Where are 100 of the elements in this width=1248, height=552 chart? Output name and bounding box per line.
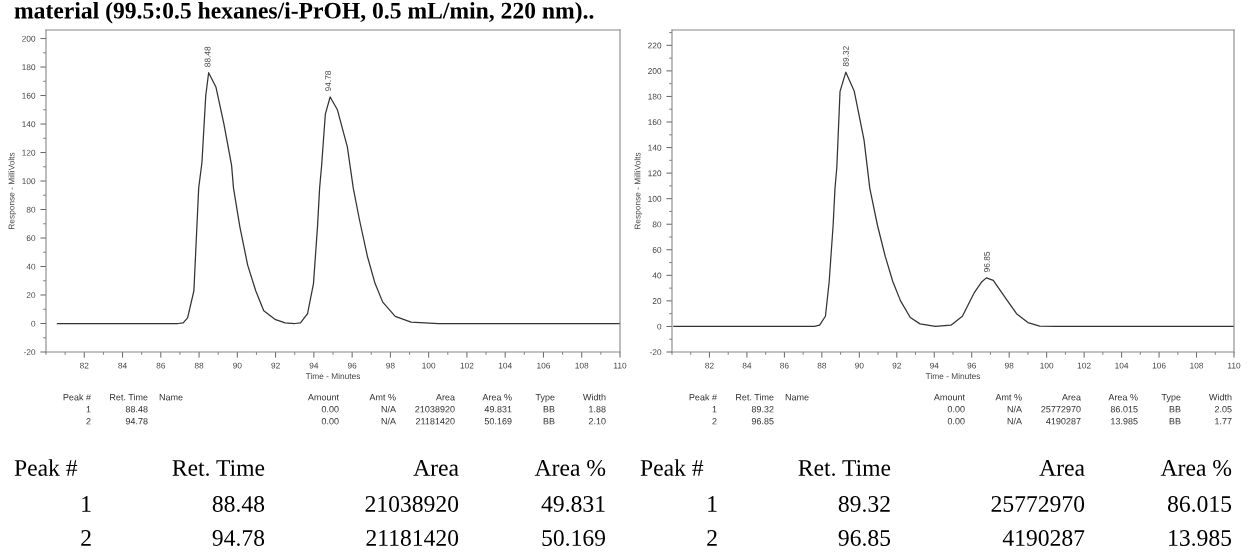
annotation: 89.32	[842, 46, 849, 67]
text: BB	[1169, 406, 1181, 413]
text: Peak #	[14, 459, 78, 476]
text: Name	[785, 394, 809, 401]
text: BB	[543, 418, 555, 425]
x-tick-label: 94	[309, 362, 319, 369]
x-tick-label: 90	[855, 362, 864, 369]
text: Amount	[307, 394, 339, 401]
text: 2	[707, 530, 717, 546]
x-tick-label: 104	[498, 362, 512, 369]
y-tick-label: 140	[648, 144, 662, 151]
text: 94.78	[212, 529, 265, 547]
text: Peak #	[689, 393, 717, 401]
text: 96.85	[838, 529, 891, 547]
y-tick-label: 160	[22, 92, 36, 99]
x-tick-label: 90	[233, 362, 242, 369]
y-tick-label: 160	[648, 119, 662, 126]
y-tick-label: 80	[652, 221, 662, 228]
x-tick-label: 86	[156, 362, 166, 369]
text: 1.77	[1215, 418, 1232, 425]
annotation: 94.78	[325, 70, 332, 92]
text: 1	[712, 406, 717, 413]
line-series	[56, 72, 620, 325]
text: 89.32	[751, 406, 774, 413]
text: 21181420	[415, 418, 455, 425]
y-tick-label: 220	[648, 42, 662, 49]
text: Peak #	[640, 459, 704, 476]
text: Type	[1161, 394, 1181, 403]
text: 1	[86, 406, 91, 413]
text: 2.10	[588, 418, 606, 425]
text: 4190287	[1002, 529, 1085, 546]
x-tick-label: 88	[194, 362, 204, 369]
x-tick-label: 96	[347, 362, 357, 369]
y-tick-label: 100	[22, 178, 36, 185]
text: 49.831	[541, 495, 605, 513]
text: BB	[1169, 418, 1181, 425]
text: Type	[535, 394, 555, 403]
y-tick-label: 0	[657, 323, 662, 330]
x-tick-label: 106	[537, 362, 551, 369]
y-tick-label: 200	[648, 68, 662, 74]
text: Ret. Time	[110, 393, 148, 401]
annotation: 96.85	[983, 251, 990, 272]
text: Area %	[482, 394, 512, 401]
x-tick-label: 92	[271, 362, 280, 369]
x-tick-label: 100	[422, 362, 436, 369]
x-tick-label: 108	[575, 362, 589, 369]
text: 2.05	[1214, 406, 1232, 413]
text: 88.48	[125, 406, 148, 413]
text: 50.169	[542, 529, 606, 547]
text: 2	[86, 418, 91, 425]
y-tick-label: 40	[26, 263, 36, 270]
text: Area	[435, 394, 455, 401]
text: 1.88	[589, 406, 606, 413]
text: N/A	[1007, 417, 1022, 425]
text: 2	[81, 530, 91, 546]
text: Area %	[1160, 459, 1232, 476]
x-tick-label: 104	[1115, 362, 1129, 369]
y-tick-label: 40	[652, 272, 662, 279]
text: 1	[708, 496, 717, 512]
text: Area %	[534, 459, 606, 476]
y-tick-label: 60	[26, 235, 36, 242]
x-tick-label: 98	[1004, 362, 1014, 369]
text: Amt %	[369, 394, 396, 401]
text: 4190287	[1046, 418, 1081, 425]
text: 21038920	[365, 495, 459, 512]
x-tick-label: 100	[1040, 362, 1054, 369]
text: 86.015	[1110, 406, 1138, 413]
text: Amt %	[995, 394, 1022, 401]
text: Width	[582, 393, 606, 401]
annotation: 88.48	[204, 46, 211, 67]
text: 50.169	[484, 418, 512, 425]
text: Area	[1061, 394, 1081, 401]
x-tick-label: 86	[780, 362, 789, 369]
x-tick-label: 94	[930, 362, 939, 369]
x-tick-label: 98	[386, 362, 395, 369]
line-series	[673, 71, 1234, 328]
x-tick-label: 106	[1152, 362, 1166, 369]
text: 25772970	[1041, 406, 1081, 413]
text: N/A	[381, 405, 396, 413]
text: Area	[1039, 460, 1085, 476]
text: Area %	[1108, 394, 1138, 401]
x-tick-label: 108	[1190, 362, 1204, 369]
text: Ret. Time	[172, 460, 265, 477]
text: 0.00	[321, 406, 339, 413]
text: 13.985	[1169, 529, 1232, 547]
y-tick-label: 120	[648, 170, 662, 177]
text: 0.00	[947, 406, 965, 413]
text: Peak #	[63, 393, 91, 401]
text: N/A	[1007, 405, 1022, 413]
text: N/A	[381, 417, 396, 425]
y-tick-label: 140	[22, 121, 36, 128]
text: 13.985	[1111, 418, 1138, 425]
y-tick-label: 180	[648, 93, 662, 100]
text: 89.32	[838, 495, 890, 513]
y-axis-title: Response - MilliVolts	[8, 152, 17, 229]
x-axis-title: Time - Minutes	[305, 372, 361, 380]
text: 86.015	[1167, 495, 1232, 513]
x-tick-label: 110	[1227, 362, 1241, 369]
y-tick-label: 0	[31, 320, 36, 327]
y-axis-title: Response - MilliVolts	[634, 152, 643, 229]
